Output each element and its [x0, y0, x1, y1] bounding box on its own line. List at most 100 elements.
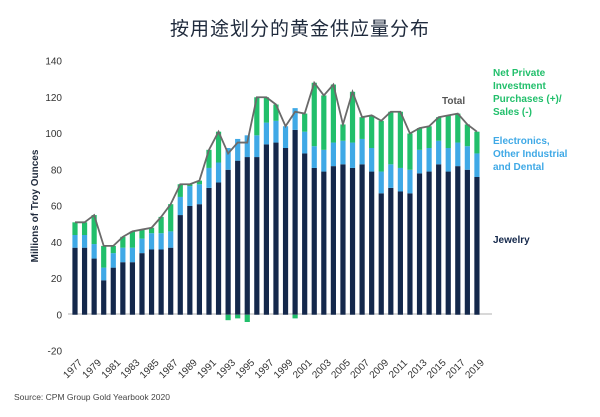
bar-investment — [215, 131, 222, 163]
bar-electronics — [311, 146, 317, 168]
y-tick-label: 60 — [51, 202, 63, 213]
x-tick-label: 1977 — [61, 357, 85, 381]
bar-investment — [416, 128, 423, 150]
bar-investment — [158, 216, 164, 234]
bar-investment — [129, 231, 136, 248]
bar-investment — [330, 84, 336, 143]
bar-electronics — [72, 235, 78, 248]
bar-jewelry — [445, 171, 451, 315]
x-tick-label: 1985 — [138, 357, 162, 381]
bar-investment — [397, 111, 403, 168]
bar-jewelry — [340, 164, 346, 315]
bar-investment — [206, 149, 212, 168]
x-axis-ticks: 1977197919811983198519871989199119931995… — [61, 357, 487, 381]
y-axis-ticks: -20 0 20 40 60 80 100 120 140 — [45, 57, 62, 358]
bar-electronics — [101, 267, 107, 281]
bar-investment — [235, 314, 241, 319]
bar-electronics — [187, 186, 193, 206]
bar-electronics — [129, 247, 136, 263]
x-tick-label: 1995 — [234, 357, 258, 381]
y-tick-label: 100 — [45, 129, 62, 140]
bar-investment — [81, 222, 88, 235]
legend-jewelry: Jewelry — [493, 235, 530, 246]
bar-investment — [321, 95, 327, 150]
bar-jewelry — [129, 262, 136, 315]
bar-investment — [407, 133, 413, 170]
bar-jewelry — [397, 191, 403, 315]
x-tick-label: 1999 — [272, 357, 296, 381]
x-tick-label: 2003 — [310, 357, 334, 381]
bar-jewelry — [148, 249, 155, 315]
bar-electronics — [445, 148, 451, 172]
bar-electronics — [282, 126, 289, 148]
bar-jewelry — [177, 215, 183, 315]
bar-electronics — [235, 138, 241, 161]
bar-jewelry — [359, 164, 365, 315]
bar-electronics — [388, 164, 394, 188]
bar-electronics — [168, 231, 174, 248]
bar-investment — [110, 245, 116, 254]
bar-electronics — [321, 149, 327, 172]
bar-electronics — [369, 148, 375, 172]
x-tick-label: 1997 — [253, 357, 277, 381]
y-tick-label: 40 — [51, 238, 63, 249]
bar-jewelry — [388, 187, 394, 315]
bar-jewelry — [464, 169, 470, 315]
bar-electronics — [426, 148, 432, 172]
bar-electronics — [91, 244, 97, 259]
x-tick-label: 1989 — [176, 357, 200, 381]
bar-electronics — [464, 146, 470, 170]
bar-jewelry — [311, 167, 317, 315]
bar-electronics — [330, 142, 336, 167]
bar-jewelry — [91, 258, 97, 315]
bar-electronics — [81, 235, 88, 248]
bar-investment — [120, 236, 126, 248]
bar-jewelry — [349, 167, 356, 315]
x-tick-label: 2013 — [406, 357, 430, 381]
bar-jewelry — [196, 204, 203, 315]
x-tick-label: 1981 — [100, 357, 124, 381]
x-tick-label: 2019 — [463, 357, 487, 381]
bar-jewelry — [302, 153, 308, 315]
bar-investment — [302, 113, 308, 132]
bar-electronics — [148, 233, 155, 250]
bar-jewelry — [407, 193, 413, 315]
bar-investment — [225, 314, 231, 321]
x-tick-label: 2009 — [368, 357, 392, 381]
bar-investment — [455, 113, 461, 143]
bar-investment — [91, 215, 97, 245]
bar-jewelry — [244, 157, 250, 315]
bar-jewelry — [330, 166, 336, 315]
bar-jewelry — [139, 253, 145, 315]
bar-investment — [349, 91, 356, 143]
bar-electronics — [110, 253, 116, 268]
x-tick-label: 2007 — [349, 357, 373, 381]
bar-investment — [388, 111, 394, 165]
bar-jewelry — [120, 262, 126, 315]
bar-electronics — [196, 184, 203, 205]
total-line — [75, 80, 478, 247]
bar-jewelry — [426, 171, 432, 315]
bars — [72, 82, 480, 322]
bar-electronics — [349, 142, 356, 168]
bar-jewelry — [110, 267, 116, 315]
bar-investment — [464, 124, 470, 147]
y-tick-label: 20 — [51, 274, 63, 285]
bar-electronics — [263, 122, 269, 145]
bar-electronics — [407, 169, 413, 194]
bar-jewelry — [378, 193, 384, 315]
legend-total: Total — [442, 96, 465, 107]
y-tick-label: 80 — [51, 165, 63, 176]
bar-investment — [244, 314, 250, 322]
bar-jewelry — [206, 187, 212, 315]
bar-electronics — [455, 142, 461, 167]
bar-electronics — [302, 131, 308, 154]
bar-electronics — [416, 149, 423, 174]
bar-electronics — [340, 140, 346, 165]
bar-electronics — [436, 140, 442, 165]
bar-investment — [369, 115, 375, 149]
bar-jewelry — [187, 206, 193, 315]
bar-electronics — [177, 196, 183, 216]
bar-investment — [177, 184, 183, 197]
